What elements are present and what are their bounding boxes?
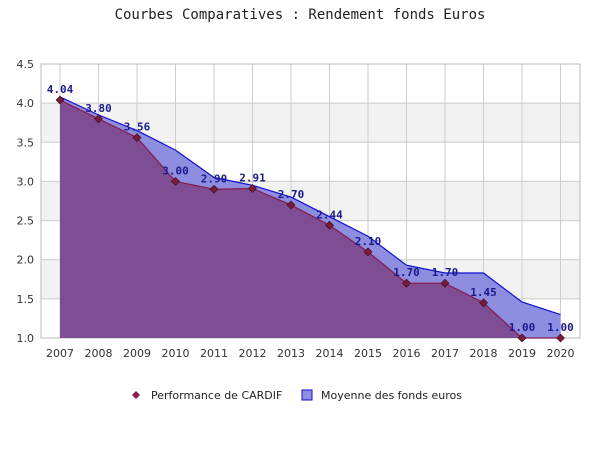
x-tick-label: 2019 bbox=[508, 347, 536, 360]
data-markers bbox=[55, 95, 565, 343]
data-label: 3.00 bbox=[162, 164, 189, 177]
x-tick-label: 2009 bbox=[123, 347, 151, 360]
cardif-data-point bbox=[171, 177, 180, 186]
data-label: 1.45 bbox=[470, 286, 497, 299]
data-label: 1.70 bbox=[432, 266, 459, 279]
data-label: 3.80 bbox=[85, 102, 112, 115]
x-tick-label: 2016 bbox=[393, 347, 421, 360]
y-tick-label: 1.0 bbox=[17, 332, 35, 345]
cardif-data-point bbox=[517, 333, 527, 343]
axes: 1.0 1.5 2.0 2.5 3.0 3.5 4.0 4.5 2007 2008 2009 2010… bbox=[17, 58, 575, 360]
cardif-data-point bbox=[132, 133, 142, 143]
y-tick-label: 4.0 bbox=[17, 97, 35, 110]
legend-label-moyenne: Moyenne des fonds euros bbox=[321, 389, 462, 402]
cardif-data-point bbox=[55, 95, 65, 105]
cardif-data-point bbox=[209, 184, 219, 194]
cardif-data-point bbox=[479, 298, 488, 308]
data-label: 1.00 bbox=[547, 321, 574, 334]
x-tick-label: 2013 bbox=[277, 347, 305, 360]
y-tick-label: 3.5 bbox=[17, 136, 35, 149]
data-label: 1.00 bbox=[509, 321, 536, 334]
x-tick-label: 2014 bbox=[316, 347, 344, 360]
cardif-data-point bbox=[286, 200, 296, 210]
data-label: 2.91 bbox=[239, 171, 266, 184]
x-tick-label: 2015 bbox=[354, 347, 382, 360]
x-tick-label: 2020 bbox=[547, 347, 575, 360]
data-label: 2.90 bbox=[201, 172, 228, 185]
legend-label-cardif: Performance de CARDIF bbox=[151, 389, 282, 402]
y-tick-label: 2.5 bbox=[17, 215, 35, 228]
x-tick-label: 2011 bbox=[200, 347, 228, 360]
data-labels: 4.04 3.80 3.56 3.00 2.90 2.91 2.70 2.44 2.10 1.70… bbox=[47, 83, 574, 334]
legend-item-cardif: Performance de CARDIF bbox=[132, 389, 282, 402]
cardif-data-point bbox=[402, 278, 411, 288]
x-tick-label: 2007 bbox=[46, 347, 74, 360]
x-tick-label: 2008 bbox=[85, 347, 113, 360]
cardif-area bbox=[60, 100, 561, 338]
moyenne-line bbox=[59, 96, 561, 316]
data-label: 2.10 bbox=[355, 235, 382, 248]
legend: Performance de CARDIF Moyenne des fonds … bbox=[132, 389, 462, 402]
y-tick-label: 4.5 bbox=[17, 58, 35, 71]
cardif-data-point bbox=[556, 333, 565, 343]
x-tick-label: 2017 bbox=[431, 347, 459, 360]
data-label: 1.70 bbox=[393, 266, 420, 279]
legend-diamond-icon bbox=[132, 391, 140, 399]
x-tick-label: 2018 bbox=[470, 347, 498, 360]
cardif-data-point bbox=[325, 220, 334, 230]
y-tick-label: 3.0 bbox=[17, 175, 35, 188]
series-areas bbox=[59, 96, 561, 339]
cardif-data-point bbox=[440, 278, 450, 288]
y-tick-label: 1.5 bbox=[17, 293, 35, 306]
data-label: 2.44 bbox=[316, 208, 343, 221]
cardif-data-point bbox=[248, 184, 257, 193]
x-tick-label: 2012 bbox=[239, 347, 267, 360]
cardif-data-point bbox=[363, 247, 373, 257]
data-label: 3.56 bbox=[124, 121, 151, 134]
legend-item-moyenne: Moyenne des fonds euros bbox=[301, 389, 462, 402]
cardif-line bbox=[59, 99, 561, 339]
data-label: 4.04 bbox=[47, 83, 74, 96]
x-tick-label: 2010 bbox=[162, 347, 190, 360]
y-tick-label: 2.0 bbox=[17, 254, 35, 267]
chart-title: Courbes Comparatives : Rendement fonds E… bbox=[115, 7, 486, 23]
legend-square-icon bbox=[301, 389, 313, 401]
data-label: 2.70 bbox=[278, 188, 305, 201]
cardif-data-point bbox=[94, 114, 103, 124]
